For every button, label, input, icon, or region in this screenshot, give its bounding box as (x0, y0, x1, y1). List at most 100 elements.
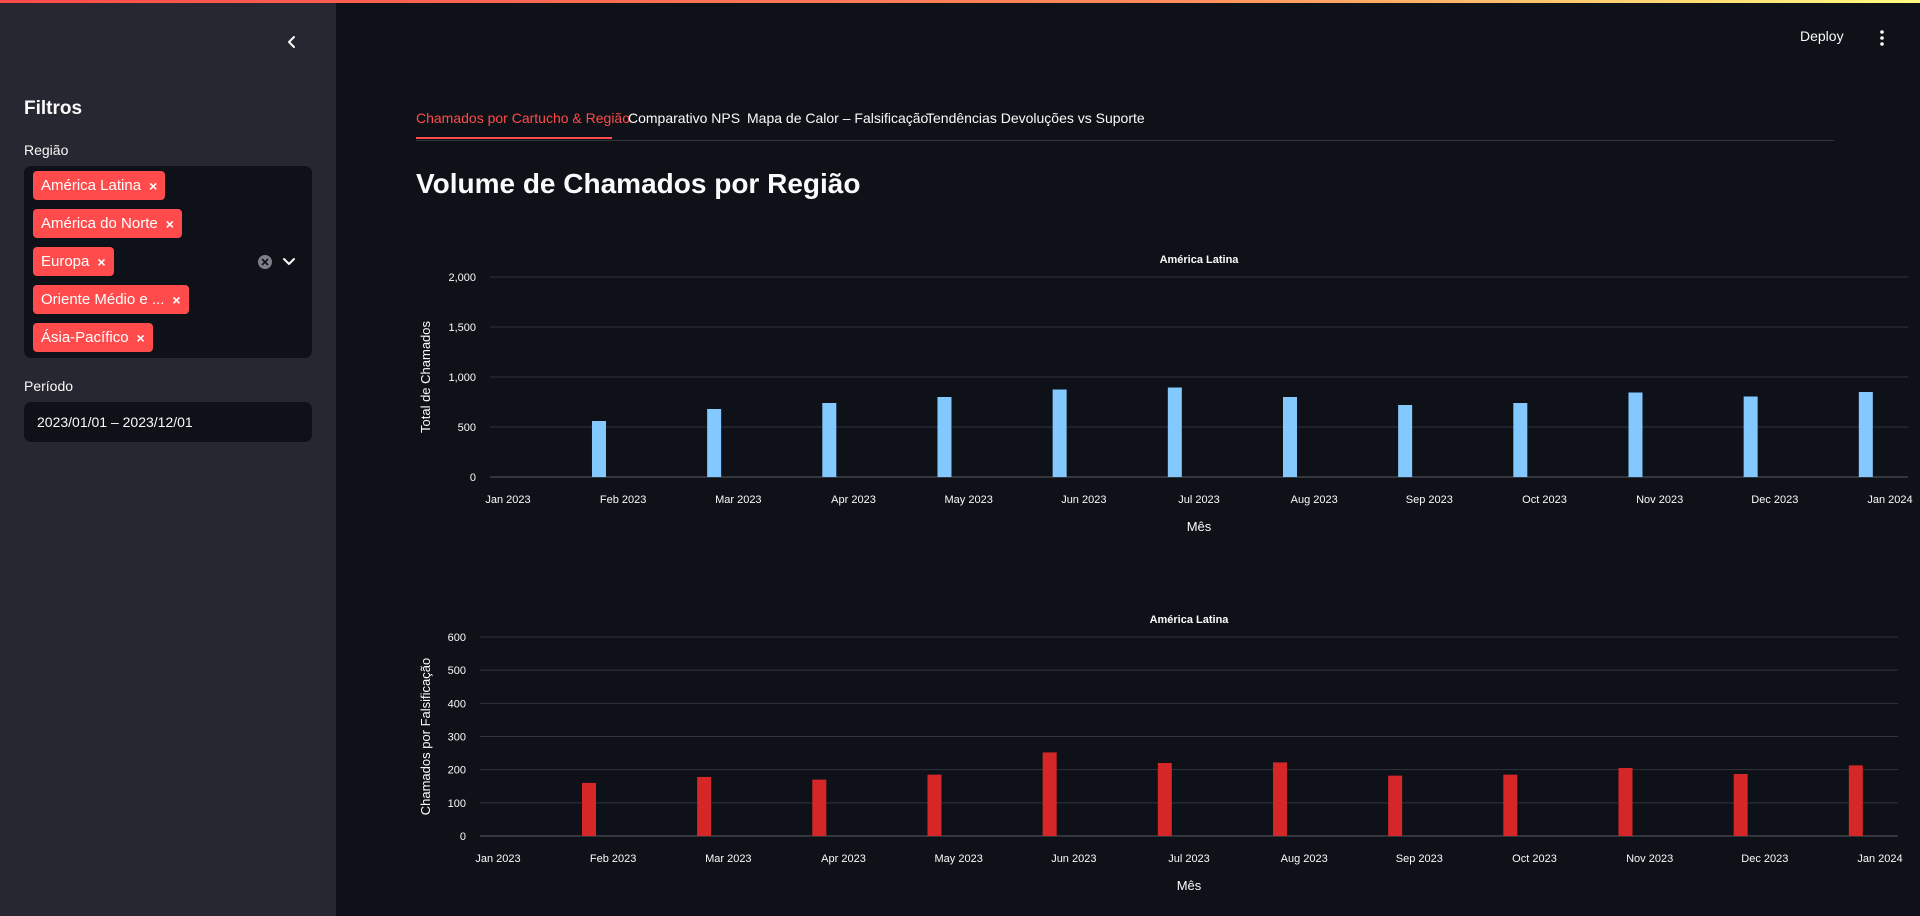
y-tick-label: 0 (460, 831, 466, 843)
clear-all-icon[interactable] (258, 255, 272, 269)
remove-chip-icon[interactable]: × (172, 291, 181, 308)
y-tick-label: 0 (470, 472, 476, 484)
x-tick-label: Mar 2023 (705, 853, 751, 865)
chevron-left-icon (288, 36, 295, 48)
x-tick-label: Dec 2023 (1741, 853, 1788, 865)
period-date-input[interactable]: 2023/01/01 – 2023/12/01 (24, 402, 312, 442)
x-tick-label: May 2023 (935, 853, 983, 865)
chip-label: América do Norte (41, 215, 158, 232)
chip-label: Oriente Médio e ... (41, 291, 165, 308)
bar[interactable] (697, 776, 712, 836)
tab-mapa-calor-falsificacao[interactable]: Mapa de Calor – Falsificação (747, 110, 929, 126)
x-tick-label: Jan 2023 (485, 494, 530, 506)
x-tick-label: Nov 2023 (1626, 853, 1673, 865)
remove-chip-icon[interactable]: × (136, 329, 145, 346)
tab-bar: Chamados por Cartucho & Região Comparati… (416, 106, 1834, 141)
bar[interactable] (1167, 387, 1182, 478)
active-tab-indicator (416, 137, 612, 139)
collapse-sidebar-button[interactable] (280, 30, 304, 54)
bar[interactable] (822, 403, 837, 477)
bar[interactable] (581, 782, 596, 836)
y-tick-label: 2,000 (448, 272, 476, 284)
x-tick-label: Nov 2023 (1636, 494, 1683, 506)
bar[interactable] (1157, 763, 1172, 836)
x-tick-label: Dec 2023 (1751, 494, 1798, 506)
chip-label: Ásia-Pacífico (41, 329, 129, 346)
chip-label: América Latina (41, 177, 142, 194)
region-label: Região (24, 142, 69, 158)
bar[interactable] (927, 774, 942, 836)
bar[interactable] (812, 779, 827, 836)
remove-chip-icon[interactable]: × (97, 253, 106, 270)
bar[interactable] (1513, 403, 1528, 477)
region-chip: Oriente Médio e ... × (33, 285, 189, 314)
x-tick-label: Jan 2023 (475, 853, 520, 865)
x-tick-label: Feb 2023 (590, 853, 636, 865)
deploy-button[interactable]: Deploy (1800, 28, 1844, 44)
bar[interactable] (1272, 762, 1287, 836)
bar[interactable] (937, 397, 952, 477)
bar[interactable] (1733, 773, 1748, 836)
x-tick-label: Jan 2024 (1867, 494, 1912, 506)
bar[interactable] (1858, 392, 1873, 477)
y-tick-label: 400 (448, 698, 466, 710)
tab-tendencias-devolucoes-suporte[interactable]: Tendências Devoluções vs Suporte (926, 110, 1145, 126)
bar[interactable] (1848, 765, 1863, 836)
bar[interactable] (1618, 768, 1633, 836)
region-multiselect[interactable]: América Latina × América do Norte × Euro… (24, 166, 312, 358)
kebab-menu-icon (1880, 30, 1884, 46)
x-tick-label: Jun 2023 (1061, 494, 1106, 506)
region-chip: América do Norte × (33, 209, 182, 238)
x-tick-label: Oct 2023 (1522, 494, 1567, 506)
region-chip: Europa × (33, 247, 114, 276)
x-tick-label: Aug 2023 (1291, 494, 1338, 506)
y-tick-label: 1,000 (448, 372, 476, 384)
bar[interactable] (1042, 752, 1057, 836)
x-tick-label: Sep 2023 (1406, 494, 1453, 506)
x-tick-label: Aug 2023 (1281, 853, 1328, 865)
bar[interactable] (1052, 389, 1067, 478)
bar[interactable] (1628, 392, 1643, 478)
page-title: Volume de Chamados por Região (416, 168, 861, 199)
bar[interactable] (591, 421, 606, 477)
y-tick-label: 600 (448, 632, 466, 644)
sidebar-title: Filtros (24, 98, 83, 119)
x-tick-label: Sep 2023 (1396, 853, 1443, 865)
x-tick-label: Jan 2024 (1857, 853, 1902, 865)
region-chip: Ásia-Pacífico × (33, 323, 153, 352)
x-tick-label: Feb 2023 (600, 494, 646, 506)
bar[interactable] (1282, 397, 1297, 477)
chevron-down-icon[interactable] (280, 252, 298, 270)
x-tick-label: Apr 2023 (831, 494, 876, 506)
tab-comparativo-nps[interactable]: Comparativo NPS (628, 110, 741, 126)
main-menu-button[interactable] (1874, 28, 1890, 48)
x-axis-label: Mês (1187, 519, 1212, 534)
x-tick-label: Jun 2023 (1051, 853, 1096, 865)
x-tick-label: May 2023 (945, 494, 993, 506)
y-tick-label: 500 (458, 422, 476, 434)
y-axis-label: Chamados por Falsificação (418, 658, 433, 816)
bar[interactable] (1388, 775, 1403, 836)
top-decoration-bar (0, 0, 1920, 3)
region-chip: América Latina × (33, 171, 166, 200)
y-tick-label: 500 (448, 665, 466, 677)
bar[interactable] (1398, 405, 1413, 477)
remove-chip-icon[interactable]: × (165, 215, 174, 232)
sidebar: Filtros Região América Latina × América … (0, 0, 336, 916)
chart-title: América Latina (1150, 614, 1230, 626)
x-tick-label: Jul 2023 (1178, 494, 1220, 506)
x-tick-label: Oct 2023 (1512, 853, 1557, 865)
remove-chip-icon[interactable]: × (149, 177, 158, 194)
y-tick-label: 1,500 (448, 322, 476, 334)
chart-title: América Latina (1160, 254, 1240, 266)
bar[interactable] (1743, 396, 1758, 478)
x-tick-label: Mar 2023 (715, 494, 761, 506)
tab-chamados-cartucho-regiao[interactable]: Chamados por Cartucho & Região (416, 110, 631, 126)
chip-label: Europa (41, 253, 90, 270)
x-axis-label: Mês (1177, 878, 1202, 893)
bar[interactable] (1503, 774, 1518, 836)
y-tick-label: 300 (448, 732, 466, 744)
y-tick-label: 100 (448, 798, 466, 810)
calls-volume-chart: 0 500 1,000 1,500 2,000 Jan 2023 Feb 2023 Mar 2… (418, 254, 1913, 534)
bar[interactable] (707, 409, 722, 477)
